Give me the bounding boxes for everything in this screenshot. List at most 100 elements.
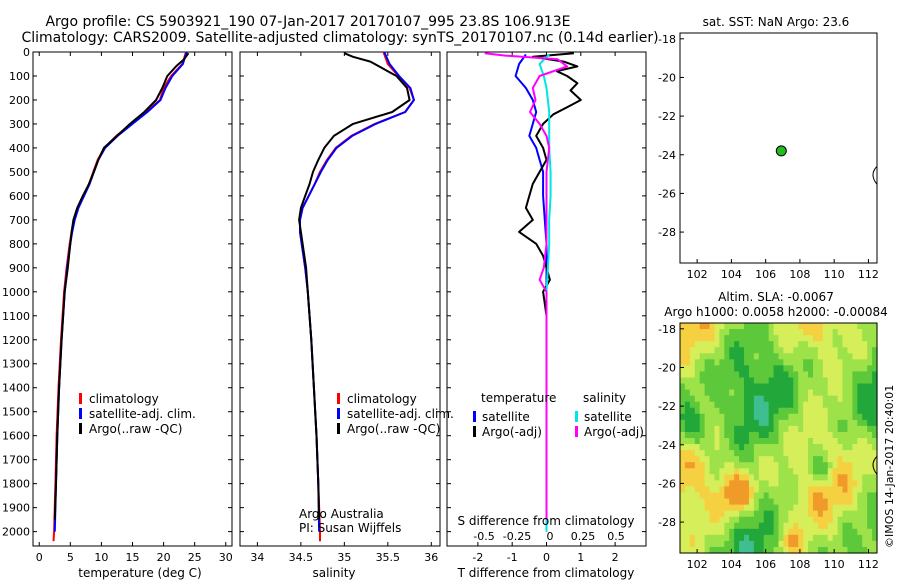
sla-heatmap-cell [793, 413, 799, 421]
map-x-tick-label: 104 [721, 268, 742, 281]
sla-heatmap-cell [837, 323, 844, 330]
sla-heatmap-cell [694, 462, 701, 469]
sla-heatmap-cell [763, 522, 770, 530]
sla-heatmap-cell [808, 498, 814, 506]
map-y-tick-label: -28 [658, 226, 676, 239]
sla-heatmap-cell [763, 419, 770, 427]
sla-heatmap-cell [684, 474, 691, 481]
sla-heatmap-cell [783, 474, 789, 481]
sla-title-line2: Argo h1000: 0.0058 h2000: -0.00084 [664, 305, 887, 319]
sla-heatmap-cell [768, 468, 775, 475]
sla-heatmap-cell [842, 444, 849, 451]
sla-heatmap-cell [758, 444, 765, 451]
sla-heatmap-cell [852, 540, 858, 548]
sla-heatmap-cell [842, 383, 849, 391]
sla-heatmap-cell [680, 474, 686, 481]
sla-heatmap-cell [872, 329, 878, 336]
sla-heatmap-cell [734, 534, 740, 542]
sla-heatmap-cell [778, 407, 785, 415]
sla-heatmap-cell [680, 522, 686, 530]
sla-heatmap-cell [709, 540, 716, 548]
x-tick-label: 35.5 [376, 551, 401, 564]
sla-heatmap-cell [812, 438, 819, 445]
sla-heatmap-cell [827, 377, 834, 385]
sla-heatmap-cell [734, 516, 740, 524]
sla-heatmap-cell [763, 401, 770, 409]
sla-heatmap-cell [822, 431, 829, 439]
sla-heatmap-cell [808, 522, 814, 530]
sla-heatmap-cell [847, 347, 853, 354]
sla-heatmap-cell [832, 438, 839, 445]
sla-heatmap-cell [724, 444, 730, 451]
sla-heatmap-cell [847, 522, 853, 530]
sla-heatmap-cell [778, 444, 785, 451]
sla-heatmap-cell [798, 383, 804, 391]
sla-heatmap-cell [857, 431, 863, 439]
sla-heatmap-cell [684, 462, 691, 469]
sla-heatmap-cell [817, 329, 824, 336]
legend-header-temperature: temperature [481, 391, 556, 405]
sla-heatmap-cell [817, 335, 824, 342]
sla-heatmap-cell [832, 528, 839, 536]
sla-heatmap-cell [689, 359, 696, 366]
sla-heatmap-cell [812, 528, 819, 536]
sla-heatmap-cell [798, 504, 804, 512]
sla-heatmap-cell [867, 341, 873, 348]
sla-heatmap-cell [817, 407, 824, 415]
t-difference-xlabel: T difference from climatology [457, 566, 635, 580]
sla-heatmap-cell [837, 492, 844, 500]
sla-heatmap-cell [852, 516, 858, 524]
sla-heatmap-cell [684, 359, 691, 366]
sla-heatmap-cell [862, 365, 868, 373]
sla-heatmap-cell [768, 522, 775, 530]
sla-heatmap-cell [773, 383, 780, 391]
sla-heatmap-cell [867, 450, 873, 457]
sla-heatmap-cell [812, 450, 819, 457]
sla-heatmap-cell [694, 486, 701, 494]
sla-heatmap-cell [817, 371, 824, 379]
sla-heatmap-cell [758, 383, 765, 391]
sla-heatmap-cell [857, 438, 863, 445]
sla-heatmap-cell [744, 522, 750, 530]
sla-heatmap-cell [867, 528, 873, 536]
sla-heatmap-cell [694, 323, 701, 330]
sla-heatmap-cell [862, 341, 868, 348]
sla-heatmap-cell [684, 480, 691, 488]
sla-heatmap-cell [694, 341, 701, 348]
sla-heatmap-cell [872, 522, 878, 530]
sla-heatmap-cell [822, 395, 829, 403]
sla-heatmap-cell [822, 347, 829, 354]
sla-heatmap-cell [699, 425, 706, 433]
sla-heatmap-cell [744, 365, 750, 373]
sla-heatmap-cell [827, 528, 834, 536]
sla-heatmap-cell [719, 431, 725, 439]
sla-heatmap-cell [748, 407, 755, 415]
sla-heatmap-cell [744, 383, 750, 391]
sla-heatmap-cell [827, 383, 834, 391]
sla-heatmap-cell [684, 468, 691, 475]
sla-heatmap-cell [827, 413, 834, 421]
sla-heatmap-cell [719, 389, 725, 397]
sla-heatmap-cell [842, 534, 849, 542]
sla-heatmap-cell [872, 395, 878, 403]
sla-heatmap-cell [827, 522, 834, 530]
sla-heatmap-cell [739, 462, 745, 469]
sla-heatmap-cell [812, 431, 819, 439]
sla-heatmap-cell [778, 335, 785, 342]
sla-heatmap-cell [768, 335, 775, 342]
sla-heatmap-cell [842, 504, 849, 512]
sla-heatmap-cell [867, 323, 873, 330]
sla-heatmap-cell [753, 329, 760, 336]
sla-heatmap-cell [729, 456, 735, 463]
sla-heatmap-cell [793, 534, 799, 542]
sla-heatmap-cell [699, 401, 706, 409]
sla-heatmap-cell [729, 534, 735, 542]
map-x-tick-label: 110 [824, 268, 845, 281]
sla-heatmap-cell [704, 546, 711, 554]
sla-heatmap-cell [793, 516, 799, 524]
sla-heatmap-cell [837, 413, 844, 421]
sla-heatmap-cell [768, 365, 775, 373]
sla-heatmap-cell [842, 371, 849, 379]
sla-heatmap-cell [832, 468, 839, 475]
